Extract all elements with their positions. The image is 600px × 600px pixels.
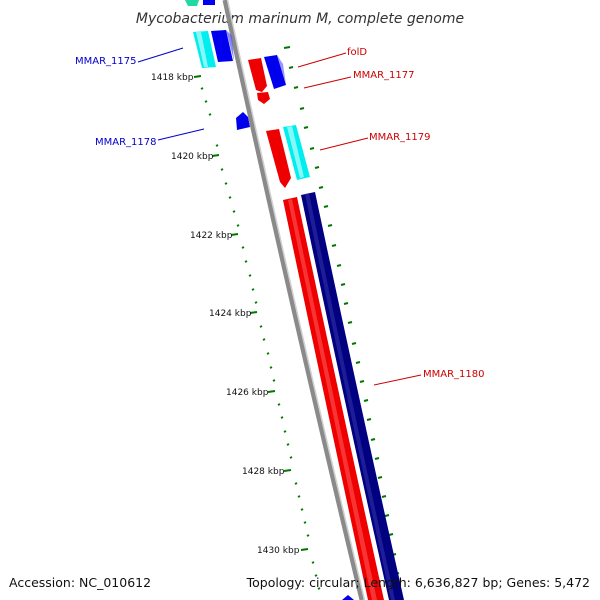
tick-label-1420: 1420 kbp bbox=[171, 152, 214, 162]
gene-label-mmar-1177[interactable]: MMAR_1177 bbox=[353, 70, 415, 81]
genome-backbone-highlight bbox=[226, 0, 366, 600]
leader-mmar-1178 bbox=[157, 128, 205, 141]
gene-mmar-1177-edge bbox=[277, 55, 286, 85]
inner-tick-track bbox=[200, 87, 321, 590]
gene-mmar-1178[interactable] bbox=[236, 112, 250, 130]
leader-mmar-1175 bbox=[137, 47, 184, 63]
gene-mmar-1175-cyan-highlight bbox=[196, 32, 208, 67]
gene-label-mmar-1180[interactable]: MMAR_1180 bbox=[423, 369, 485, 380]
gene-label-mmar-1179[interactable]: MMAR_1179 bbox=[369, 132, 431, 143]
tick-label-1428: 1428 kbp bbox=[242, 467, 285, 477]
tick-label-1430: 1430 kbp bbox=[257, 546, 300, 556]
gene-mmar-1179-cyan-highlight bbox=[287, 126, 304, 178]
leader-mmar-1179 bbox=[319, 137, 369, 151]
gene-mmar-1180-red-highlight bbox=[288, 199, 377, 600]
accession-label: Accession: NC_010612 bbox=[9, 575, 151, 590]
gene-mmar-1175-blue[interactable] bbox=[211, 30, 233, 62]
gene-label-mmar-1175[interactable]: MMAR_1175 bbox=[75, 56, 137, 67]
tick-label-1424: 1424 kbp bbox=[209, 309, 252, 319]
leader-fold bbox=[297, 52, 347, 68]
tick-label-1418: 1418 kbp bbox=[151, 73, 194, 83]
genome-summary-label: Topology: circular; Length: 6,636,827 bp… bbox=[246, 575, 590, 590]
gene-fold[interactable] bbox=[248, 58, 267, 92]
gene-mmar-1177[interactable] bbox=[264, 55, 286, 89]
map-title: Mycobacterium marinum M, complete genome bbox=[136, 11, 464, 27]
tick-label-1426: 1426 kbp bbox=[226, 388, 269, 398]
tick-label-1422: 1422 kbp bbox=[190, 231, 233, 241]
partial-feature-bottom-blue[interactable] bbox=[342, 595, 354, 600]
gene-label-fold[interactable]: folD bbox=[347, 47, 367, 58]
gene-mmar-1180-navy-highlight bbox=[305, 193, 395, 600]
gene-label-mmar-1178[interactable]: MMAR_1178 bbox=[95, 137, 157, 148]
gene-mmar-1179-red[interactable] bbox=[266, 129, 291, 188]
genome-backbone bbox=[222, 0, 365, 600]
leader-mmar-1177 bbox=[303, 76, 352, 89]
major-ticks bbox=[193, 75, 309, 551]
gene-fold-arrow[interactable] bbox=[257, 92, 270, 104]
leader-mmar-1180 bbox=[373, 374, 422, 386]
gene-mmar-1175-blue-edge bbox=[226, 30, 234, 61]
partial-feature-top-teal[interactable] bbox=[185, 0, 199, 6]
partial-feature-top-blue[interactable] bbox=[203, 0, 215, 5]
